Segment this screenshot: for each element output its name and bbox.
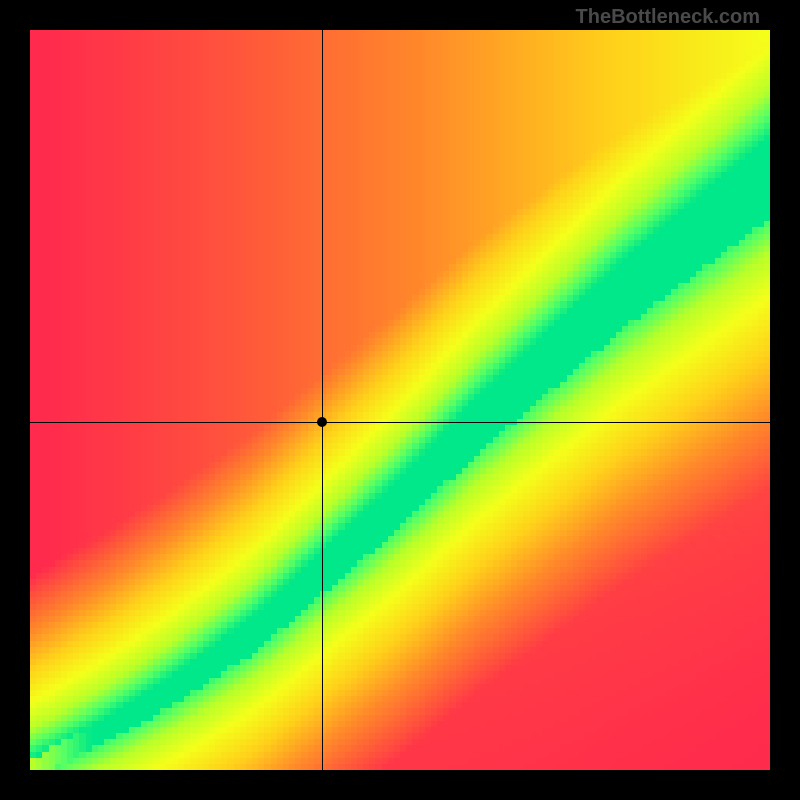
watermark-text: TheBottleneck.com	[576, 6, 760, 29]
crosshair-vertical	[322, 30, 323, 770]
selection-marker	[317, 417, 327, 427]
crosshair-horizontal	[30, 422, 770, 423]
heatmap-canvas	[30, 30, 770, 770]
heatmap-plot	[30, 30, 770, 770]
